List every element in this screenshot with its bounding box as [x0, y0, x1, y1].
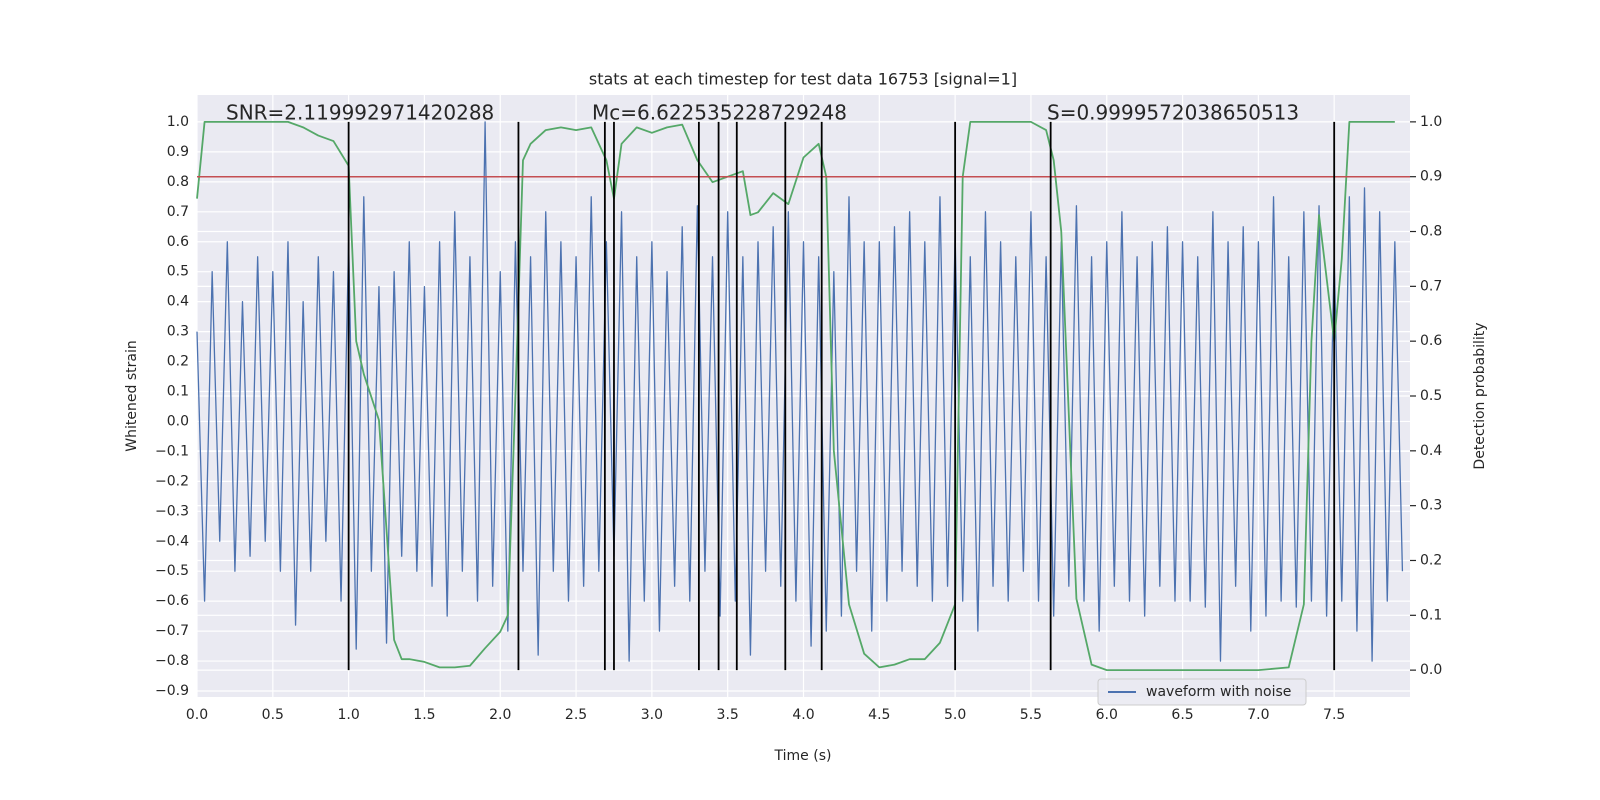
chart-title: stats at each timestep for test data 167… — [589, 70, 1017, 89]
x-tick-label: 5.5 — [1020, 707, 1042, 723]
series-line — [196, 121, 1404, 662]
annotation: SNR=2.119992971420288 — [226, 101, 494, 125]
y-tick-label: 0.5 — [167, 264, 189, 280]
y-tick-label: 0.1 — [167, 384, 189, 400]
x-tick-label: 6.5 — [1171, 707, 1193, 723]
y-tick-label: −0.8 — [155, 653, 189, 669]
y-tick-label: 0.8 — [167, 174, 189, 190]
y2-tick-label: 0.7 — [1420, 278, 1442, 294]
x-tick-label: 5.0 — [944, 707, 966, 723]
x-tick-label: 2.5 — [565, 707, 587, 723]
y-tick-label: 1.0 — [167, 114, 189, 130]
y2-tick-label: 1.0 — [1420, 114, 1442, 130]
x-tick-label: 3.5 — [717, 707, 739, 723]
y2-tick-label: 0.8 — [1420, 224, 1442, 240]
y2-tick-label: 0.6 — [1420, 333, 1442, 349]
y-tick-label: −0.4 — [155, 533, 189, 549]
x-tick-label: 4.0 — [792, 707, 814, 723]
x-tick-label: 0.0 — [186, 707, 208, 723]
annotation: S=0.9999572038650513 — [1047, 101, 1299, 125]
y-tick-label: −0.9 — [155, 683, 189, 699]
y-tick-label: −0.7 — [155, 623, 189, 639]
y-axis-label: Whitened strain — [124, 340, 140, 451]
x-tick-label: 0.5 — [262, 707, 284, 723]
x-tick-label: 7.0 — [1247, 707, 1269, 723]
y2-tick-label: 0.0 — [1420, 662, 1442, 678]
legend-label: waveform with noise — [1146, 684, 1291, 700]
y-tick-label: 0.4 — [167, 294, 189, 310]
x-tick-label: 1.0 — [337, 707, 359, 723]
x-tick-label: 4.5 — [868, 707, 890, 723]
x-axis-label: Time (s) — [774, 748, 832, 764]
y-tick-label: −0.6 — [155, 593, 189, 609]
y-tick-label: 0.7 — [167, 204, 189, 220]
x-tick-label: 2.0 — [489, 707, 511, 723]
legend-box — [1097, 678, 1307, 706]
y-tick-label: 0.6 — [167, 234, 189, 250]
x-tick-label: 7.5 — [1323, 707, 1345, 723]
y-tick-label: 0.9 — [167, 144, 189, 160]
y2-axis-label: Detection probability — [1472, 322, 1488, 469]
y2-tick-label: 0.1 — [1420, 607, 1442, 623]
x-tick-label: 3.0 — [641, 707, 663, 723]
annotation: Mc=6.622535228729248 — [592, 101, 847, 125]
series-line — [196, 120, 1395, 672]
y-tick-label: 0.2 — [167, 354, 189, 370]
y2-tick-label: 0.5 — [1420, 388, 1442, 404]
x-tick-label: 6.0 — [1096, 707, 1118, 723]
y-tick-label: −0.1 — [155, 443, 189, 459]
y2-tick-label: 0.9 — [1420, 169, 1442, 185]
y-tick-label: 0.0 — [167, 413, 189, 429]
x-tick-label: 1.5 — [413, 707, 435, 723]
y2-tick-label: 0.2 — [1420, 552, 1442, 568]
y-tick-label: 0.3 — [167, 324, 189, 340]
y2-tick-label: 0.4 — [1420, 443, 1442, 459]
y2-tick-label: 0.3 — [1420, 498, 1442, 514]
y-tick-label: −0.3 — [155, 503, 189, 519]
y-tick-label: −0.5 — [155, 563, 189, 579]
y-tick-label: −0.2 — [155, 473, 189, 489]
